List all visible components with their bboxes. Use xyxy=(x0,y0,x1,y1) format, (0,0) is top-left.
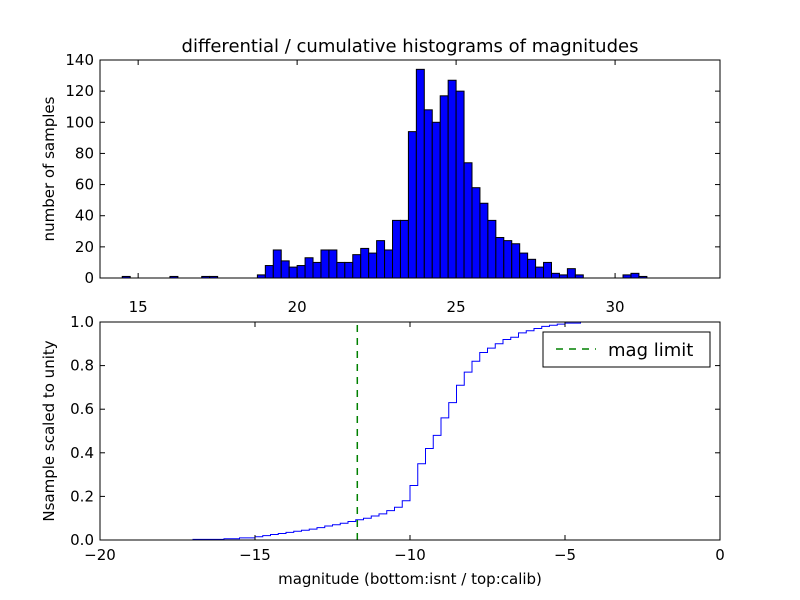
top-histogram-bars xyxy=(121,68,648,279)
histogram-bar xyxy=(415,68,425,279)
legend: mag limit xyxy=(542,331,711,368)
top-x-tick-label: 25 xyxy=(447,298,466,316)
top-y-tick-label: 100 xyxy=(65,113,94,131)
histogram-bar xyxy=(368,252,378,279)
histogram-bar xyxy=(352,254,362,279)
histogram-bar xyxy=(328,249,338,279)
top-axes-frame xyxy=(99,59,721,279)
histogram-bar xyxy=(336,261,346,279)
histogram-bar xyxy=(535,266,545,279)
histogram-bar xyxy=(288,266,298,279)
histogram-bar xyxy=(399,219,409,279)
histogram-bar xyxy=(296,265,306,279)
histogram-bar xyxy=(392,219,401,279)
histogram-bar xyxy=(431,121,441,279)
histogram-bar xyxy=(487,219,497,279)
histogram-bar xyxy=(384,249,394,279)
top-x-tick-label: 20 xyxy=(288,298,307,316)
histogram-bar xyxy=(511,243,521,279)
histogram-bar xyxy=(543,261,552,279)
bottom-lines xyxy=(100,321,721,541)
bottom-y-tick-label: 0.2 xyxy=(70,487,94,505)
bottom-y-tick-label: 0.4 xyxy=(70,444,94,462)
histogram-bar xyxy=(376,240,386,279)
histogram-bar xyxy=(479,202,489,279)
histogram-bar xyxy=(630,272,640,279)
bottom-x-tick-label: 0 xyxy=(715,546,725,564)
top-y-tick-label: 80 xyxy=(75,144,94,162)
top-x-tick-label: 15 xyxy=(129,298,148,316)
histogram-bar xyxy=(447,79,457,279)
top-y-tick-label: 40 xyxy=(75,207,94,225)
histogram-bar xyxy=(495,237,505,279)
histogram-bar xyxy=(407,131,417,279)
bottom-x-tick-label: −10 xyxy=(394,546,426,564)
bottom-x-axis-label: magnitude (bottom:isnt / top:calib) xyxy=(278,570,542,588)
bottom-y-tick-label: 0.0 xyxy=(70,531,94,549)
top-y-tick-label: 120 xyxy=(65,82,94,100)
histogram-bar xyxy=(527,258,537,279)
legend-label-mag-limit: mag limit xyxy=(608,340,693,361)
bottom-x-tick-label: −20 xyxy=(84,546,116,564)
histogram-bar xyxy=(439,95,449,279)
bottom-x-tick-label: −5 xyxy=(554,546,576,564)
top-x-tick-label: 30 xyxy=(606,298,625,316)
histogram-bar xyxy=(471,187,481,279)
bottom-x-tick-label: −15 xyxy=(239,546,271,564)
histogram-bar xyxy=(344,261,354,279)
histogram-bar xyxy=(519,252,529,279)
histogram-bar xyxy=(272,249,282,279)
top-y-tick-label: 0 xyxy=(84,269,94,287)
bottom-y-tick-label: 0.8 xyxy=(70,357,94,375)
histogram-bar xyxy=(312,261,322,279)
top-ticks: 0 20 40 60 80 100 120 140 15 20 25 30 xyxy=(65,51,720,316)
chart-title: differential / cumulative histograms of … xyxy=(182,36,639,57)
histogram-bar xyxy=(280,260,290,279)
histogram-bar xyxy=(550,272,560,279)
bottom-y-tick-label: 1.0 xyxy=(70,313,94,331)
bottom-y-axis-label: Nsample scaled to unity xyxy=(40,340,58,521)
top-y-tick-label: 60 xyxy=(75,176,94,194)
bottom-y-tick-label: 0.6 xyxy=(70,400,94,418)
histogram-bar xyxy=(423,109,433,279)
cumulative-step-line xyxy=(100,321,721,541)
top-y-tick-label: 20 xyxy=(75,238,94,256)
top-y-tick-label: 140 xyxy=(65,51,94,69)
histogram-bar xyxy=(304,257,314,279)
histogram-bar xyxy=(455,90,465,279)
legend-box xyxy=(542,331,711,368)
histogram-bar xyxy=(566,268,576,279)
histogram-bar xyxy=(360,247,370,279)
top-y-axis-label: number of samples xyxy=(40,96,58,241)
histogram-bar xyxy=(264,265,274,279)
histogram-bar xyxy=(503,240,513,279)
histogram-bar xyxy=(320,249,330,279)
bottom-ticks: 0.0 0.2 0.4 0.6 0.8 1.0 −20 −15 −10 −5 0 xyxy=(70,313,725,564)
histogram-bar xyxy=(463,162,473,279)
